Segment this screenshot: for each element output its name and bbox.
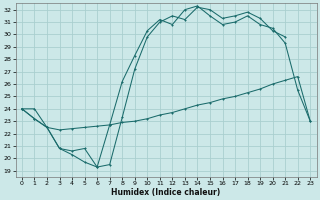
X-axis label: Humidex (Indice chaleur): Humidex (Indice chaleur) <box>111 188 221 197</box>
